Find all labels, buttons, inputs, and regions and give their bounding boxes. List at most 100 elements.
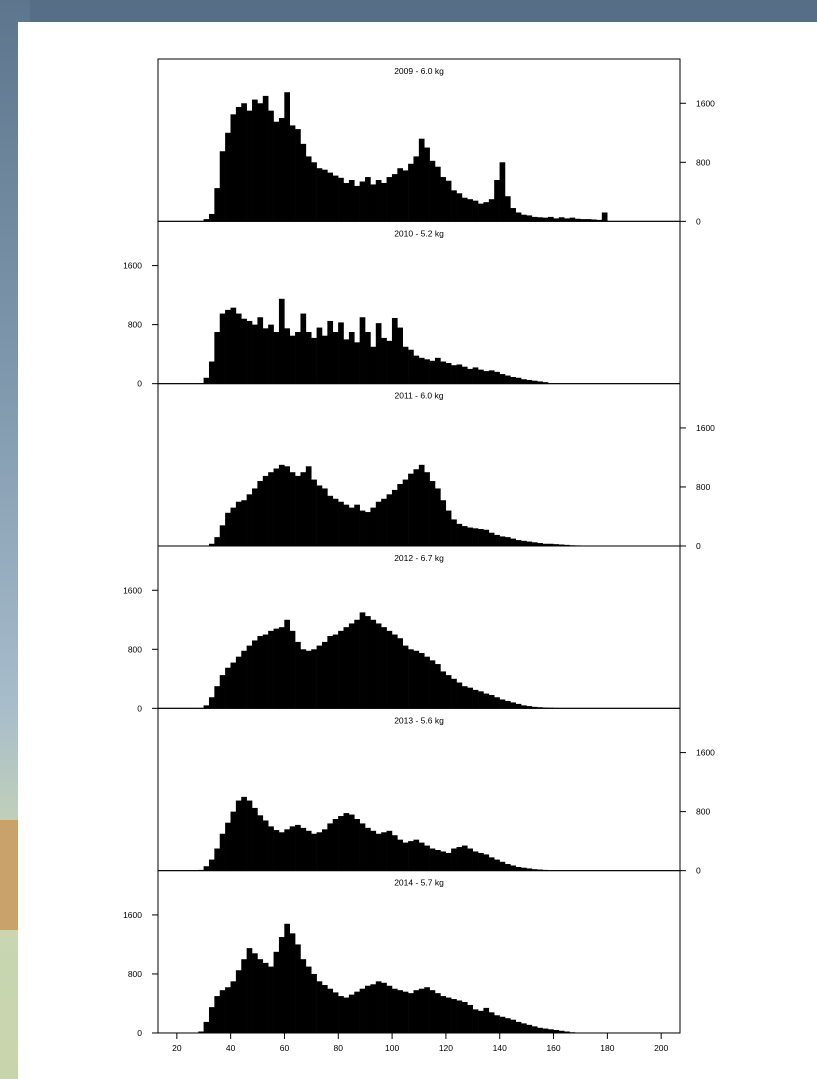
y-tick-label: 0 — [137, 703, 142, 713]
histogram-bar — [327, 320, 334, 384]
histogram-bar — [338, 177, 344, 222]
histogram-bar — [343, 997, 350, 1033]
histogram-bar — [252, 640, 258, 709]
histogram-bar — [348, 507, 355, 546]
histogram-bar — [553, 1030, 560, 1033]
histogram-bar — [397, 839, 404, 871]
histogram-bar — [214, 332, 221, 384]
histogram-bar — [235, 313, 242, 384]
histogram-bar — [278, 627, 285, 709]
histogram-bar — [451, 678, 457, 709]
histogram-bar — [354, 991, 360, 1033]
histogram-bar — [461, 686, 468, 709]
histogram-bar — [397, 990, 404, 1033]
histogram-bar — [434, 993, 441, 1033]
histogram-bar — [268, 630, 274, 709]
histogram-bar — [424, 359, 430, 384]
histogram-bar — [381, 337, 387, 384]
histogram-bar — [257, 103, 264, 222]
histogram-bar — [208, 697, 215, 709]
histogram-bar — [424, 472, 430, 546]
histogram-bar — [418, 138, 425, 222]
y-tick-label: 800 — [696, 157, 710, 167]
histogram-bar — [321, 985, 328, 1033]
histogram-bar — [332, 818, 339, 871]
histogram-bar — [542, 382, 549, 384]
histogram-bar — [558, 1030, 565, 1033]
histogram-bar — [521, 540, 527, 546]
histogram-bar — [354, 818, 360, 871]
histogram-bar — [338, 322, 344, 384]
histogram-bar — [273, 121, 280, 222]
histogram-bar — [494, 697, 500, 709]
panel-title: 2011 - 6.0 kg — [395, 391, 444, 401]
histogram-bar — [510, 377, 517, 384]
histogram-bar — [391, 317, 398, 384]
histogram-bar — [429, 990, 436, 1033]
histogram-bar — [365, 827, 371, 871]
histogram-bar — [295, 475, 301, 546]
histogram-bar — [510, 1019, 517, 1033]
histogram-bar — [531, 869, 538, 871]
histogram-bar — [214, 537, 221, 546]
histogram-bar — [235, 970, 242, 1033]
histogram-bar — [413, 990, 420, 1033]
histogram-bar — [375, 180, 382, 222]
histogram-bar — [321, 829, 328, 871]
histogram-bar — [343, 813, 350, 871]
histogram-bar — [424, 147, 430, 222]
y-tick-label: 0 — [696, 541, 701, 551]
histogram-bar — [397, 484, 404, 546]
histogram-bar — [391, 835, 398, 871]
histogram-bar — [241, 103, 247, 222]
histogram-bar — [521, 867, 527, 871]
histogram-bar — [289, 335, 296, 384]
histogram-bar — [262, 475, 269, 546]
histogram-bar — [370, 984, 377, 1033]
histogram-bar — [526, 706, 533, 709]
histogram-bar — [429, 481, 436, 546]
histogram-bar — [375, 833, 382, 871]
histogram-bar — [418, 842, 425, 871]
histogram-bar — [574, 218, 581, 222]
histogram-bar — [472, 200, 479, 222]
histogram-bar — [311, 973, 317, 1033]
histogram-bar — [434, 166, 441, 222]
histogram-bar — [397, 168, 404, 222]
histogram-bar — [225, 987, 231, 1033]
histogram-bar — [284, 466, 290, 546]
histogram-bar — [219, 990, 226, 1033]
histogram-bar — [278, 832, 285, 871]
panel-title: 2013 - 5.6 kg — [394, 715, 444, 725]
histogram-bar — [338, 501, 344, 546]
histogram-bar — [381, 182, 387, 222]
histogram-bar — [289, 630, 296, 709]
histogram-bar — [408, 841, 414, 871]
histogram-bar — [515, 377, 522, 384]
histogram-bar — [424, 656, 430, 709]
histogram-bar — [327, 495, 334, 546]
x-tick-label: 180 — [600, 1043, 614, 1053]
histogram-bar — [499, 162, 506, 222]
histogram-bar — [338, 630, 344, 709]
histogram-bar — [257, 815, 264, 871]
histogram-bar — [526, 1024, 533, 1033]
histogram-bar — [230, 811, 237, 871]
histogram-bar — [235, 501, 242, 546]
histogram-bar — [456, 523, 463, 546]
histogram-bar — [235, 656, 242, 709]
histogram-bar — [257, 317, 264, 384]
histogram-bar — [230, 114, 237, 222]
histogram-bar — [531, 542, 538, 546]
histogram-bar — [268, 324, 274, 384]
histogram-bar — [472, 1009, 479, 1033]
histogram-bar — [386, 177, 393, 222]
histogram-bar — [311, 833, 317, 871]
histogram-bar — [359, 612, 366, 709]
histogram-bar — [585, 219, 592, 222]
histogram-bar — [526, 541, 533, 546]
histogram-bar — [526, 868, 533, 871]
panel-title: 2014 - 5.7 kg — [394, 878, 444, 888]
x-tick-label: 160 — [546, 1043, 560, 1053]
histogram-bar — [321, 335, 328, 384]
